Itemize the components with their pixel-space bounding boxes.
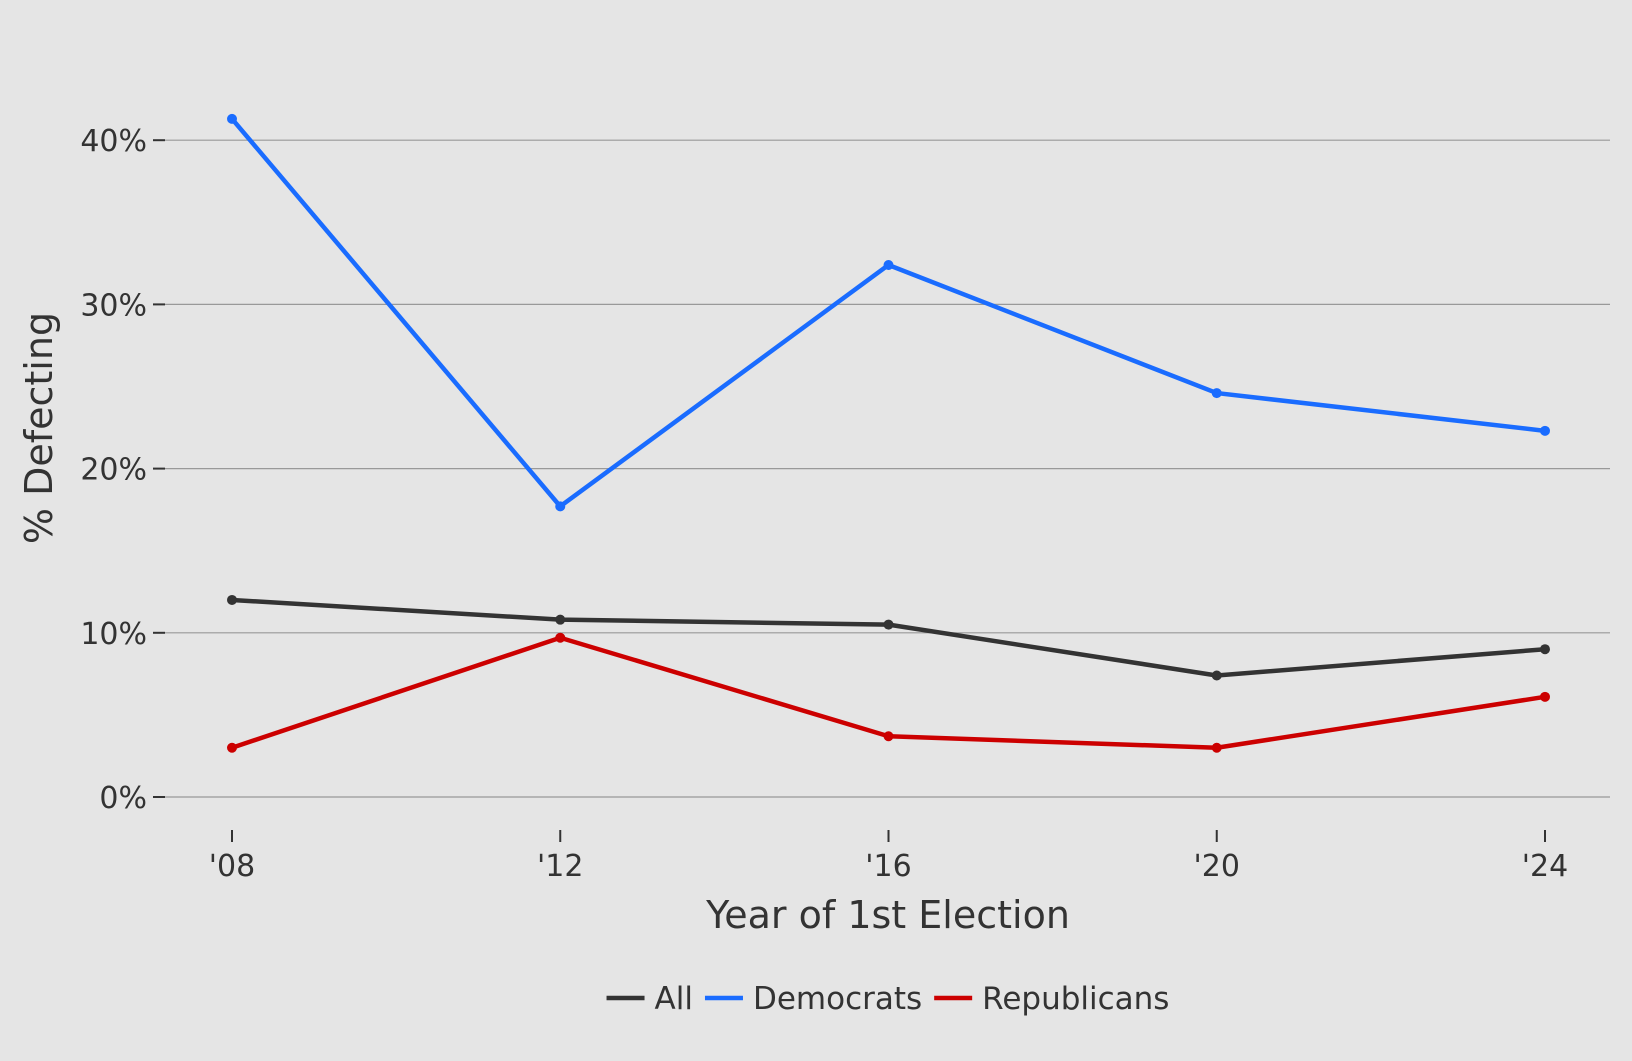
legend-item-republicans: Republicans (934, 981, 1169, 1017)
legend-label: Republicans (982, 981, 1169, 1017)
legend: All Democrats Republicans (606, 981, 1169, 1017)
series-republicans (227, 632, 1550, 753)
series-line-democrats (229, 116, 1548, 509)
data-point-all (883, 619, 894, 630)
legend-label: Democrats (753, 981, 922, 1017)
series-all (227, 594, 1550, 681)
x-axis: '08 '12 '16 '20 '24 (209, 830, 1568, 884)
data-point-democrats (1211, 388, 1222, 399)
series-line-all (229, 597, 1548, 678)
x-tick-label: '16 (865, 849, 911, 884)
legend-label: All (655, 981, 693, 1017)
y-axis-title: % Defecting (17, 312, 61, 544)
data-point-democrats (883, 259, 894, 270)
series-line-republicans (229, 635, 1548, 750)
y-tick-label: 10% (80, 617, 147, 652)
data-point-all (555, 614, 566, 625)
y-tick-label: 40% (80, 124, 147, 159)
data-point-democrats (555, 501, 566, 512)
data-point-all (1211, 670, 1222, 681)
y-tick-label: 20% (80, 453, 147, 488)
series-lines (227, 113, 1550, 753)
data-point-republicans (555, 632, 566, 643)
data-point-democrats (227, 113, 237, 124)
data-point-all (227, 594, 237, 605)
y-tick-label: 0% (99, 781, 147, 816)
y-tick-label: 30% (80, 288, 147, 323)
legend-item-all: All (606, 981, 693, 1017)
data-point-republicans (227, 742, 237, 753)
x-tick-label: '08 (209, 849, 255, 884)
legend-item-democrats: Democrats (704, 981, 922, 1017)
x-tick-label: '12 (537, 849, 583, 884)
data-point-republicans (1211, 742, 1222, 753)
data-point-republicans (1540, 691, 1550, 702)
data-point-democrats (1540, 425, 1550, 436)
x-tick-label: '24 (1522, 849, 1568, 884)
data-point-republicans (883, 731, 894, 742)
y-axis: 0% 10% 20% 30% 40% (80, 124, 165, 816)
x-tick-label: '20 (1194, 849, 1240, 884)
x-axis-title: Year of 1st Election (705, 893, 1070, 937)
data-point-all (1540, 644, 1550, 655)
grid-lines (165, 139, 1610, 798)
series-democrats (227, 113, 1550, 512)
